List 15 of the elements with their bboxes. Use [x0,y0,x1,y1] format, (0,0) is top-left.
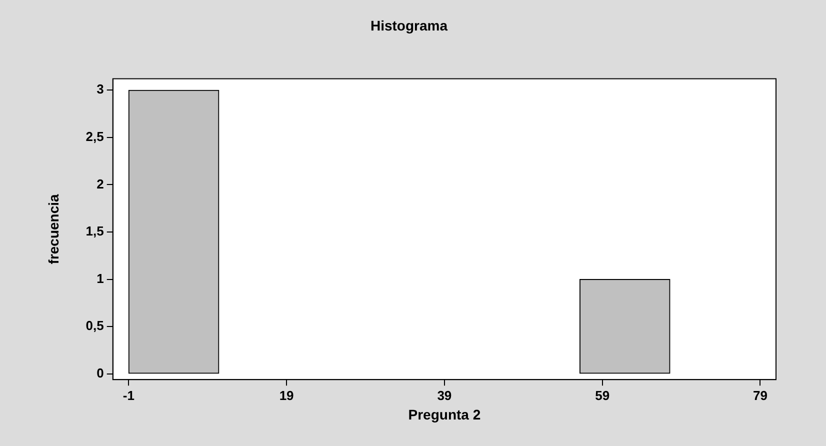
y-tick-label: 1 [96,270,104,286]
y-tick-label: 2 [96,176,104,192]
x-tick-label: 39 [437,388,452,403]
y-axis-title: frecuencia [45,194,62,264]
x-tick-label: 79 [752,388,768,403]
y-tick-label: 3 [96,82,104,97]
x-tick-label: 19 [279,388,294,403]
y-tick-label: 0,5 [86,318,104,334]
y-tick-label: 2,5 [86,129,104,144]
y-tick-label: 1,5 [86,224,104,239]
y-tick-label: 0 [96,366,104,381]
chart-title: Histograma [370,17,448,34]
x-axis-title: Pregunta 2 [408,406,481,422]
x-tick-label: -1 [122,388,134,403]
x-tick-label: 59 [595,388,610,403]
